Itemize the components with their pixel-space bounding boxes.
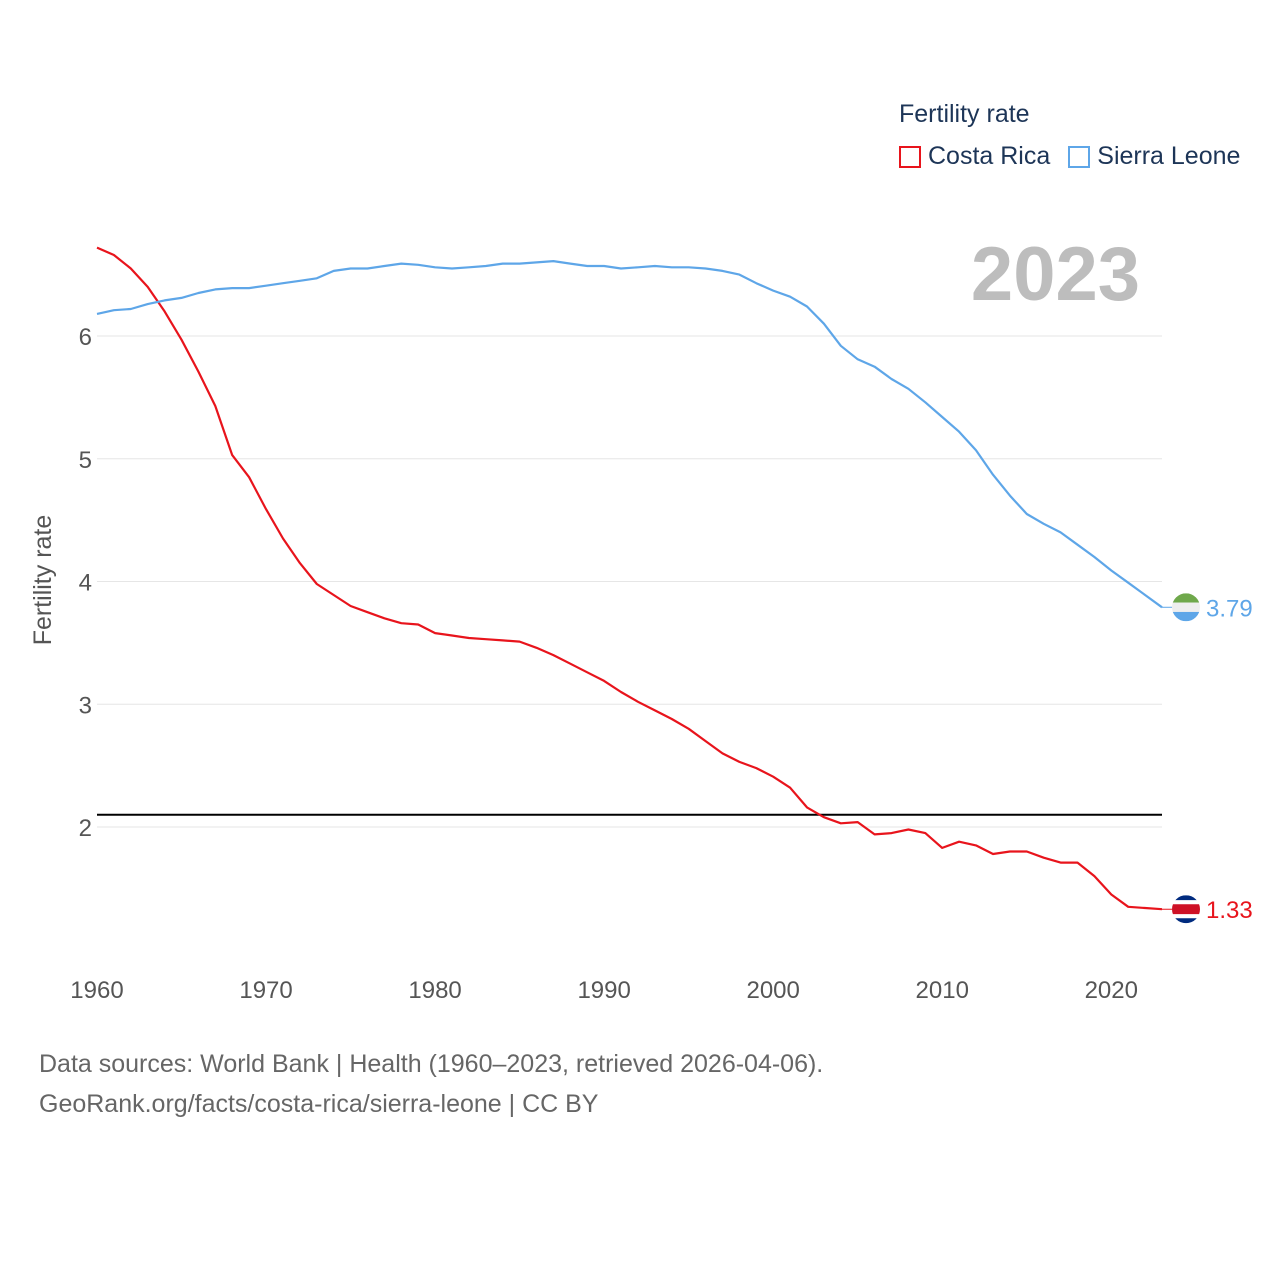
x-tick-label: 2000 <box>746 977 799 1004</box>
series-lines <box>96 246 1163 911</box>
x-tick-label: 2020 <box>1085 977 1138 1004</box>
x-tick-label: 1980 <box>408 977 461 1004</box>
series-line-sierra-leone[interactable] <box>96 260 1163 609</box>
y-tick-label: 4 <box>79 570 92 597</box>
legend-swatch-sierra-leone <box>1068 145 1091 168</box>
y-tick-label: 2 <box>79 815 92 842</box>
source-line-link[interactable]: GeoRank.org/facts/costa-rica/sierra-leon… <box>39 1090 599 1118</box>
y-tick-label: 3 <box>79 692 92 719</box>
year-label: 2023 <box>971 232 1140 317</box>
y-tick-label: 6 <box>79 324 92 351</box>
legend-swatch-costa-rica <box>899 145 921 168</box>
x-tick-label: 1960 <box>70 977 123 1004</box>
x-tick-label: 2010 <box>916 977 969 1004</box>
x-tick-label: 1970 <box>239 977 292 1004</box>
end-value-label-costa-rica: 1.33 <box>1206 897 1253 924</box>
series-line-costa-rica[interactable] <box>96 246 1163 911</box>
legend: Costa Rica Sierra Leone <box>899 142 1258 171</box>
flag-icon-costa-rica <box>1172 895 1200 924</box>
legend-label-costa-rica: Costa Rica <box>928 142 1051 170</box>
y-axis-label: Fertility rate <box>29 515 57 646</box>
legend-item-costa-rica[interactable]: Costa Rica <box>899 142 1050 171</box>
source-line-data: Data sources: World Bank | Health (1960–… <box>39 1050 824 1078</box>
end-markers: 1.33 3.79 <box>1162 593 1253 924</box>
legend-label-sierra-leone: Sierra Leone <box>1097 142 1241 170</box>
legend-title: Fertility rate <box>899 100 1030 128</box>
end-value-label-sierra-leone: 3.79 <box>1206 595 1253 622</box>
flag-icon-sierra-leone <box>1172 593 1200 622</box>
grid <box>97 335 1162 828</box>
y-tick-label: 5 <box>79 447 92 474</box>
y-axis-ticks: 2 3 4 5 6 <box>79 324 92 842</box>
legend-item-sierra-leone[interactable]: Sierra Leone <box>1068 142 1240 171</box>
x-tick-label: 1990 <box>577 977 630 1004</box>
x-axis-ticks: 1960 1970 1980 1990 2000 2010 2020 <box>70 977 1138 1004</box>
source-note: Data sources: World Bank | Health (1960–… <box>39 1044 823 1124</box>
